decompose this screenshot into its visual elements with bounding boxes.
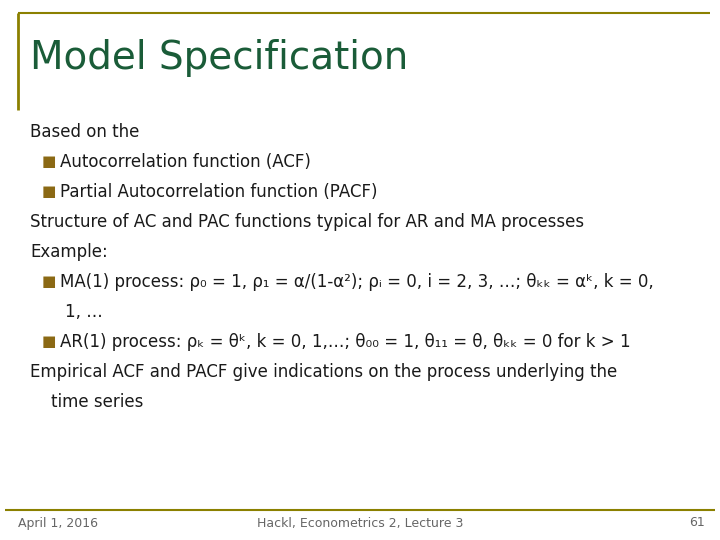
Text: 1, …: 1, …	[65, 303, 103, 321]
Text: time series: time series	[30, 393, 143, 411]
Text: 61: 61	[689, 516, 705, 530]
Text: ■: ■	[42, 274, 56, 289]
Text: ■: ■	[42, 154, 56, 170]
Text: Model Specification: Model Specification	[30, 39, 408, 77]
Text: ■: ■	[42, 185, 56, 199]
Text: Autocorrelation function (ACF): Autocorrelation function (ACF)	[60, 153, 311, 171]
Text: MA(1) process: ρ₀ = 1, ρ₁ = α/(1-α²); ρᵢ = 0, i = 2, 3, …; θₖₖ = αᵏ, k = 0,: MA(1) process: ρ₀ = 1, ρ₁ = α/(1-α²); ρᵢ…	[60, 273, 654, 291]
Text: Empirical ACF and PACF give indications on the process underlying the: Empirical ACF and PACF give indications …	[30, 363, 617, 381]
Text: Based on the: Based on the	[30, 123, 140, 141]
Text: Hackl, Econometrics 2, Lecture 3: Hackl, Econometrics 2, Lecture 3	[257, 516, 463, 530]
Text: AR(1) process: ρₖ = θᵏ, k = 0, 1,…; θ₀₀ = 1, θ₁₁ = θ, θₖₖ = 0 for k > 1: AR(1) process: ρₖ = θᵏ, k = 0, 1,…; θ₀₀ …	[60, 333, 631, 351]
Text: April 1, 2016: April 1, 2016	[18, 516, 98, 530]
Text: Example:: Example:	[30, 243, 108, 261]
Text: ■: ■	[42, 334, 56, 349]
Text: Structure of AC and PAC functions typical for AR and MA processes: Structure of AC and PAC functions typica…	[30, 213, 584, 231]
Text: Partial Autocorrelation function (PACF): Partial Autocorrelation function (PACF)	[60, 183, 377, 201]
